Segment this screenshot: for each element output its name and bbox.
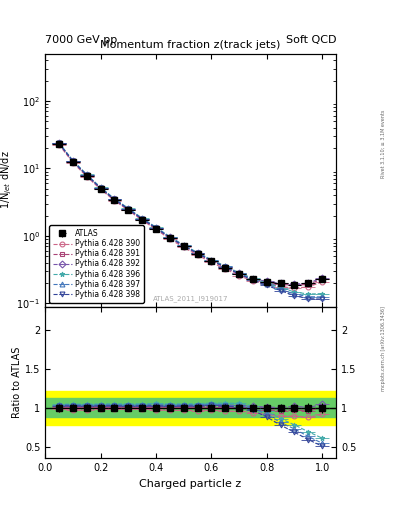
X-axis label: Charged particle z: Charged particle z — [140, 479, 242, 488]
Bar — [45, 398, 336, 417]
Text: 7000 GeV pp: 7000 GeV pp — [45, 35, 118, 45]
Bar — [45, 391, 336, 425]
Text: ATLAS_2011_I919017: ATLAS_2011_I919017 — [153, 295, 228, 302]
Legend: ATLAS, Pythia 6.428 390, Pythia 6.428 391, Pythia 6.428 392, Pythia 6.428 396, P: ATLAS, Pythia 6.428 390, Pythia 6.428 39… — [49, 225, 144, 303]
Y-axis label: 1/N$_{jet}$ dN/dz: 1/N$_{jet}$ dN/dz — [0, 151, 14, 209]
Text: mcplots.cern.ch [arXiv:1306.3436]: mcplots.cern.ch [arXiv:1306.3436] — [381, 306, 386, 391]
Text: Soft QCD: Soft QCD — [286, 35, 336, 45]
Y-axis label: Ratio to ATLAS: Ratio to ATLAS — [12, 347, 22, 418]
Title: Momentum fraction z(track jets): Momentum fraction z(track jets) — [101, 40, 281, 50]
Text: Rivet 3.1.10; ≥ 3.1M events: Rivet 3.1.10; ≥ 3.1M events — [381, 109, 386, 178]
